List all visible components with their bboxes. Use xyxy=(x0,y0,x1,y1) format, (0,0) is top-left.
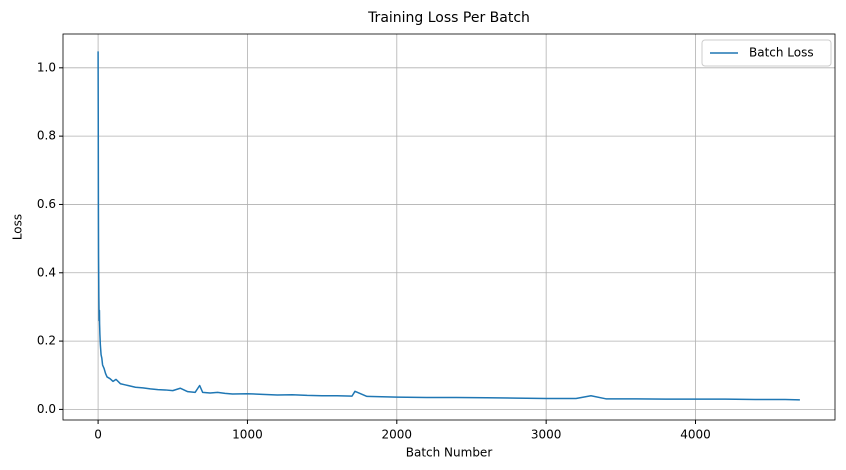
x-axis-label: Batch Number xyxy=(406,446,493,460)
data-line xyxy=(97,51,800,401)
y-tick-label: 0.2 xyxy=(37,334,56,348)
x-tick-label: 1000 xyxy=(232,428,263,442)
x-tick-label: 0 xyxy=(94,428,102,442)
y-tick-label: 0.6 xyxy=(37,197,56,211)
x-tick-label: 2000 xyxy=(382,428,413,442)
plot-frame xyxy=(62,33,836,421)
chart-title: Training Loss Per Batch xyxy=(367,10,530,26)
y-tick-label: 0.4 xyxy=(37,265,56,279)
y-axis-label: Loss xyxy=(11,214,25,240)
y-tick-label: 0.8 xyxy=(37,129,56,143)
legend-box xyxy=(701,39,832,67)
y-tick-label: 0.0 xyxy=(37,402,56,416)
y-tick-label: 1.0 xyxy=(37,60,56,74)
x-tick-label: 3000 xyxy=(531,428,562,442)
x-tick-label: 4000 xyxy=(680,428,711,442)
legend-label: Batch Loss xyxy=(749,46,814,60)
